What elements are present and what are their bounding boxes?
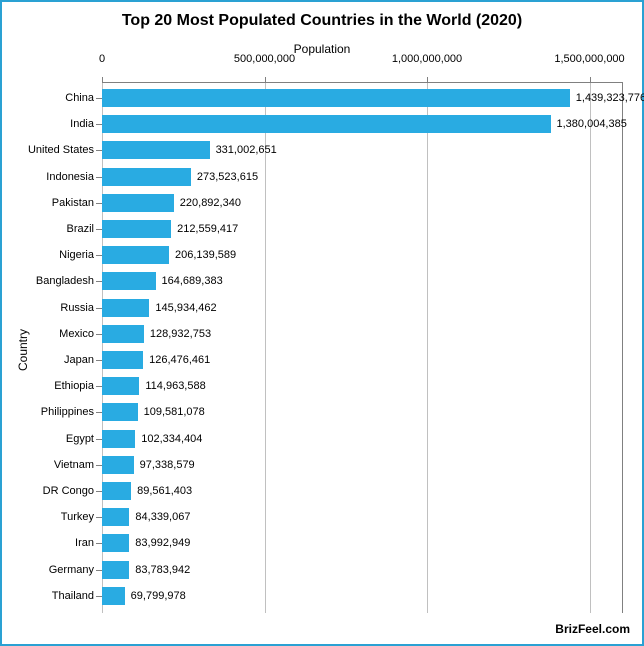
- bar-row: Nigeria206,139,589: [102, 246, 622, 264]
- bar-value-label: 126,476,461: [143, 354, 210, 366]
- x-tick: [265, 77, 266, 83]
- bar-row: India1,380,004,385: [102, 115, 622, 133]
- y-category-label: DR Congo: [43, 485, 102, 497]
- bar: [102, 456, 134, 474]
- y-category-label: Iran: [75, 537, 102, 549]
- bar-row: Germany83,783,942: [102, 561, 622, 579]
- y-category-label: Ethiopia: [54, 380, 102, 392]
- bar-row: Indonesia273,523,615: [102, 168, 622, 186]
- bar-value-label: 1,380,004,385: [551, 118, 627, 130]
- y-category-label: Japan: [64, 354, 102, 366]
- bar-value-label: 145,934,462: [149, 302, 216, 314]
- bar-value-label: 83,783,942: [129, 564, 190, 576]
- y-category-label: Philippines: [41, 406, 102, 418]
- y-category-label: Indonesia: [46, 171, 102, 183]
- y-axis-title: Country: [16, 329, 30, 371]
- bar: [102, 325, 144, 343]
- bar: [102, 194, 174, 212]
- bar-value-label: 83,992,949: [129, 537, 190, 549]
- bar: [102, 115, 551, 133]
- bar-row: Brazil212,559,417: [102, 220, 622, 238]
- y-category-label: Mexico: [59, 328, 102, 340]
- bar-row: Egypt102,334,404: [102, 430, 622, 448]
- bar-value-label: 1,439,323,776: [570, 92, 644, 104]
- bar-row: Russia145,934,462: [102, 299, 622, 317]
- y-category-label: Turkey: [61, 511, 102, 523]
- y-category-label: Germany: [49, 564, 102, 576]
- bar-value-label: 109,581,078: [138, 406, 205, 418]
- bar: [102, 377, 139, 395]
- bar: [102, 246, 169, 264]
- bar: [102, 430, 135, 448]
- x-tick: [427, 77, 428, 83]
- bar-value-label: 331,002,651: [210, 144, 277, 156]
- bar: [102, 561, 129, 579]
- x-tick-label: 1,000,000,000: [392, 53, 462, 65]
- bar-row: Thailand69,799,978: [102, 587, 622, 605]
- y-category-label: India: [70, 118, 102, 130]
- bar-row: Iran83,992,949: [102, 534, 622, 552]
- y-category-label: China: [65, 92, 102, 104]
- bar-row: United States331,002,651: [102, 141, 622, 159]
- bar-row: DR Congo89,561,403: [102, 482, 622, 500]
- y-category-label: Pakistan: [52, 197, 102, 209]
- y-category-label: Brazil: [66, 223, 102, 235]
- bar-row: Philippines109,581,078: [102, 403, 622, 421]
- bar-row: Ethiopia114,963,588: [102, 377, 622, 395]
- y-category-label: Russia: [60, 302, 102, 314]
- bar-value-label: 102,334,404: [135, 433, 202, 445]
- bar: [102, 403, 138, 421]
- bar-value-label: 84,339,067: [129, 511, 190, 523]
- bar-value-label: 97,338,579: [134, 459, 195, 471]
- chart-title: Top 20 Most Populated Countries in the W…: [2, 12, 642, 30]
- bar-row: China1,439,323,776: [102, 89, 622, 107]
- bar-row: Japan126,476,461: [102, 351, 622, 369]
- bar-value-label: 206,139,589: [169, 249, 236, 261]
- bar-row: Bangladesh164,689,383: [102, 272, 622, 290]
- bar-value-label: 220,892,340: [174, 197, 241, 209]
- y-category-label: United States: [28, 144, 102, 156]
- bar: [102, 141, 210, 159]
- bar: [102, 168, 191, 186]
- x-tick-label: 0: [99, 53, 105, 65]
- x-tick-label: 500,000,000: [234, 53, 295, 65]
- bar-value-label: 273,523,615: [191, 171, 258, 183]
- bar: [102, 482, 131, 500]
- bar: [102, 587, 125, 605]
- bar: [102, 299, 149, 317]
- chart-frame: Top 20 Most Populated Countries in the W…: [0, 0, 644, 646]
- x-tick: [102, 77, 103, 83]
- x-tick: [590, 77, 591, 83]
- bar-value-label: 114,963,588: [139, 380, 205, 392]
- bar-value-label: 69,799,978: [125, 590, 186, 602]
- bar: [102, 508, 129, 526]
- bar-row: Turkey84,339,067: [102, 508, 622, 526]
- bar: [102, 534, 129, 552]
- y-category-label: Vietnam: [54, 459, 102, 471]
- y-category-label: Thailand: [52, 590, 102, 602]
- credit-text: BrizFeel.com: [555, 622, 630, 636]
- bar-value-label: 164,689,383: [156, 275, 223, 287]
- bar: [102, 272, 156, 290]
- bar: [102, 220, 171, 238]
- bar-value-label: 89,561,403: [131, 485, 192, 497]
- x-tick-label: 1,500,000,000: [554, 53, 624, 65]
- bar-row: Vietnam97,338,579: [102, 456, 622, 474]
- bar-row: Mexico128,932,753: [102, 325, 622, 343]
- y-category-label: Egypt: [66, 433, 102, 445]
- y-category-label: Nigeria: [59, 249, 102, 261]
- bar-value-label: 128,932,753: [144, 328, 211, 340]
- y-category-label: Bangladesh: [36, 275, 102, 287]
- plot-area: 0500,000,0001,000,000,0001,500,000,000Ch…: [102, 82, 623, 613]
- bar: [102, 89, 570, 107]
- bar-row: Pakistan220,892,340: [102, 194, 622, 212]
- bar-value-label: 212,559,417: [171, 223, 238, 235]
- bar: [102, 351, 143, 369]
